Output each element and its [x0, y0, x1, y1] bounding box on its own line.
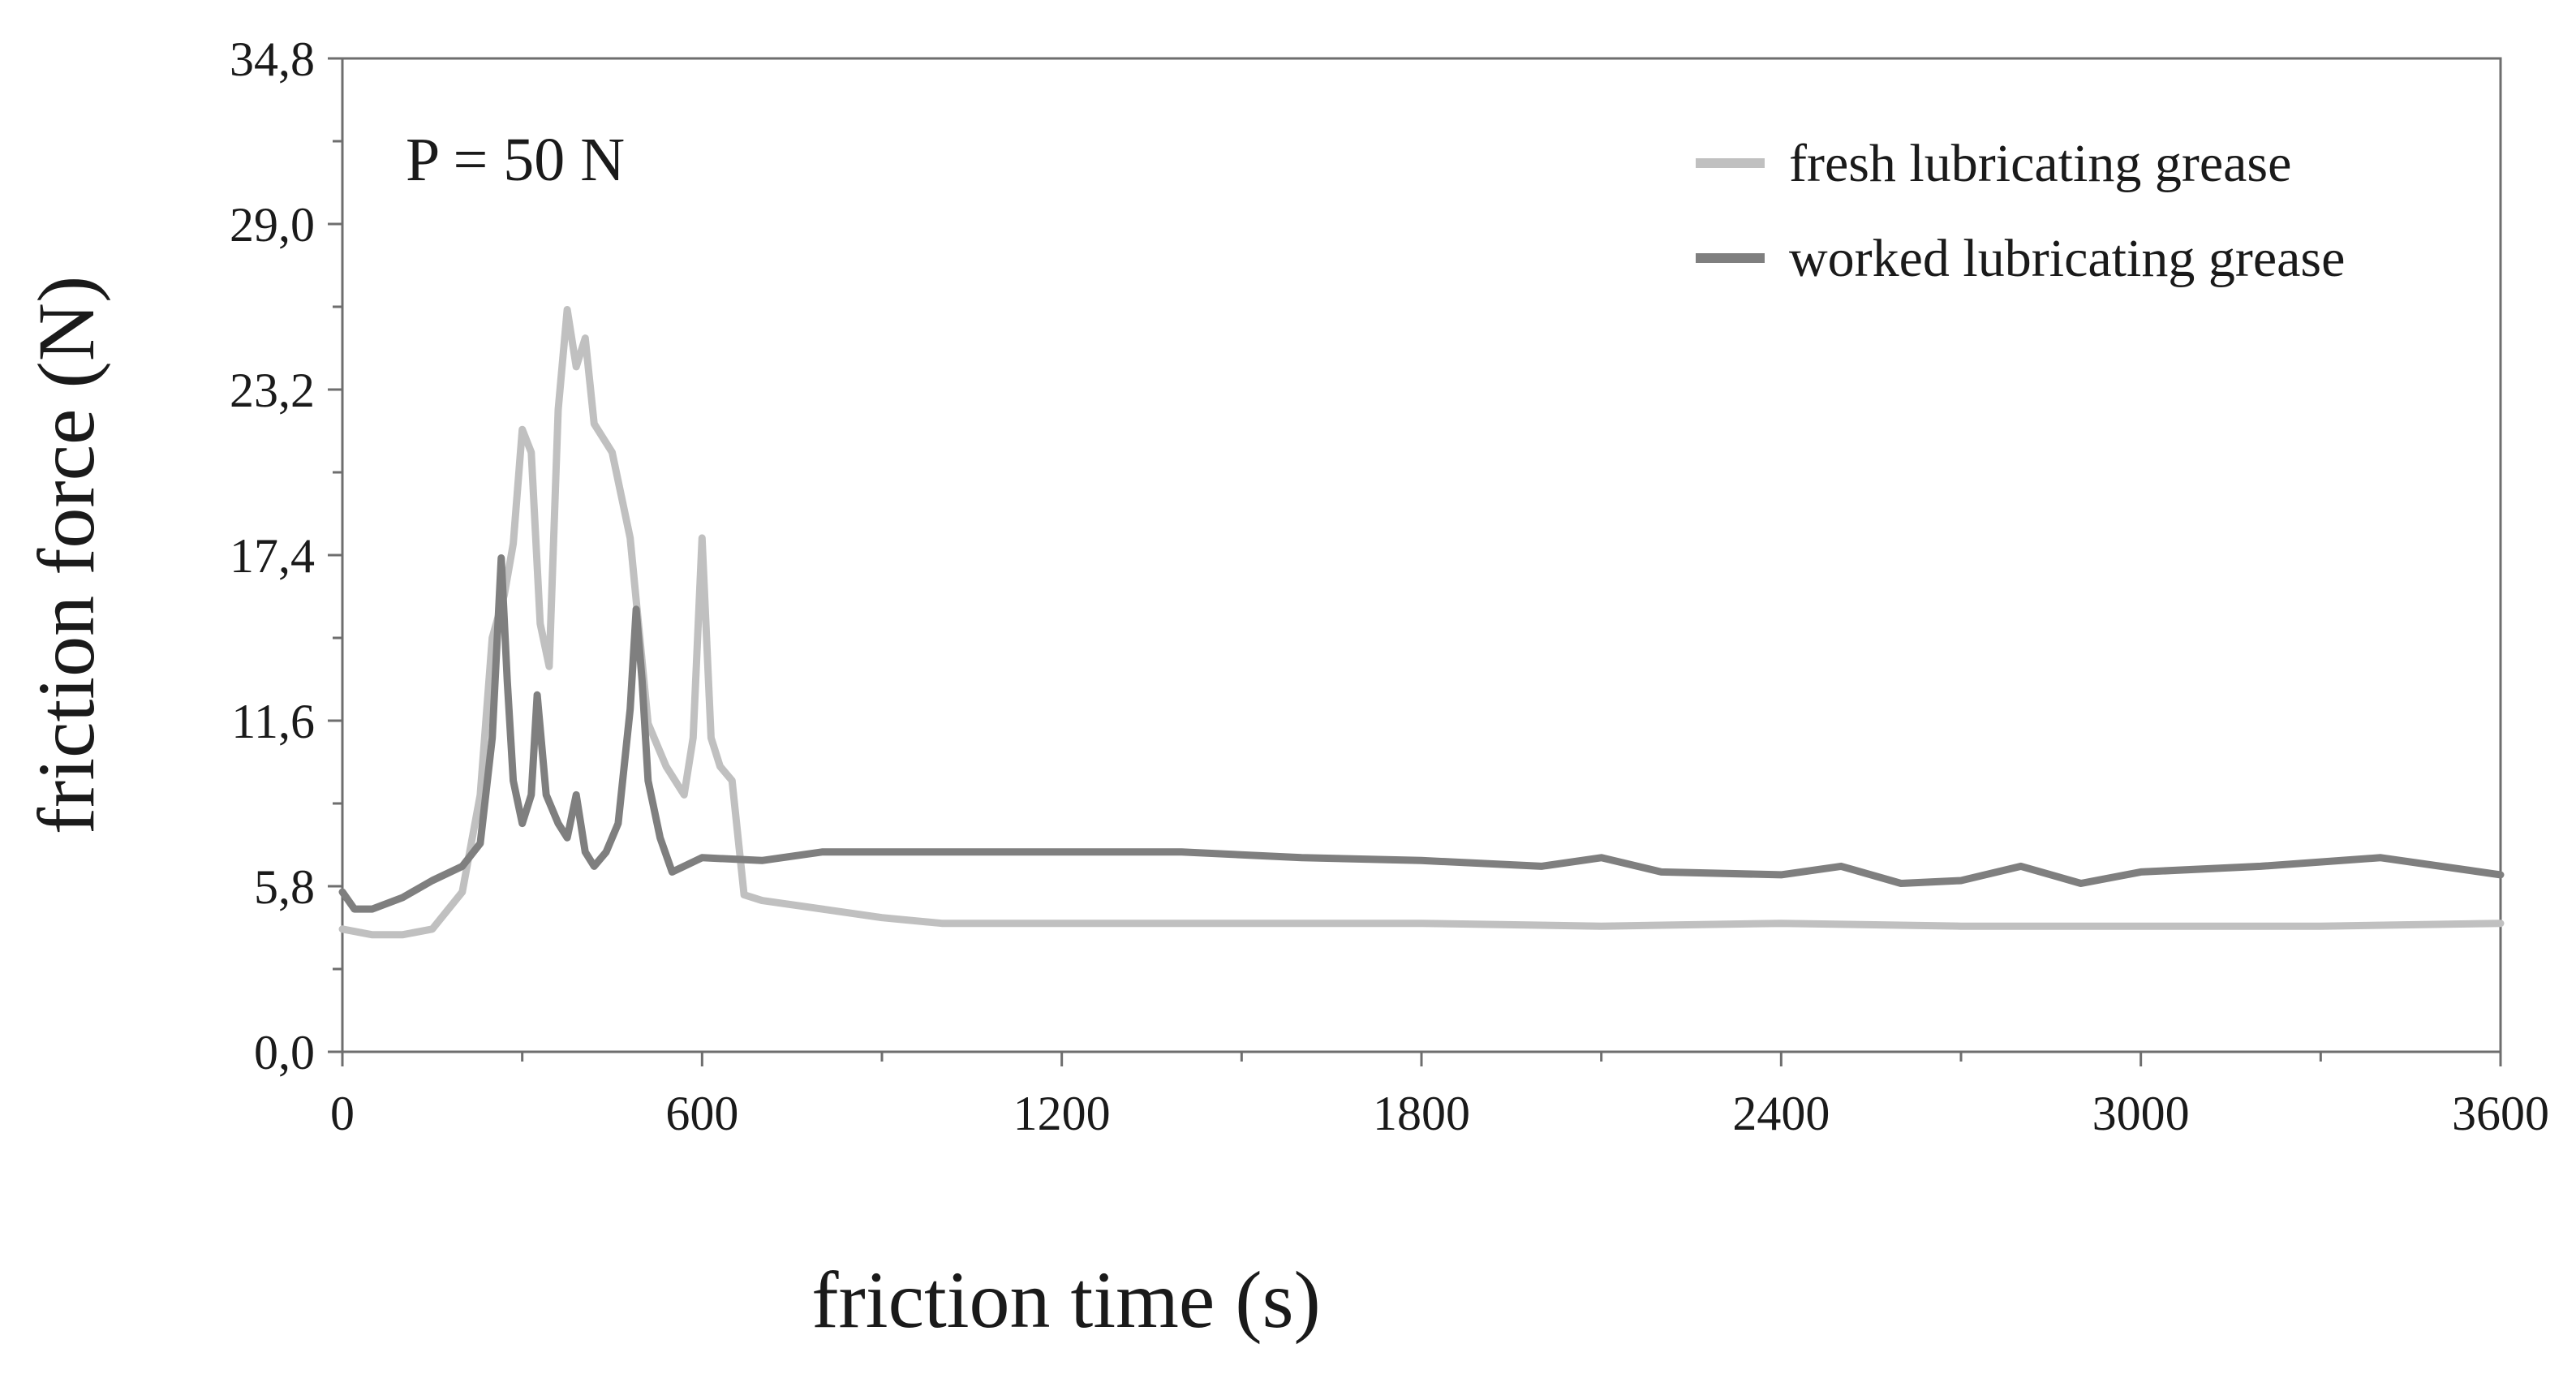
y-axis-ticks: 0,0 5,8 11,6 17,4 23,2 29,0 34,8: [230, 32, 342, 1079]
y-axis-title: friction force (N): [21, 276, 111, 835]
series-line-worked-lubricating-grease: [338, 554, 2505, 913]
y-tick-label-29-0: 29,0: [230, 198, 315, 252]
x-axis-title: friction time (s): [811, 1255, 1321, 1345]
series-layer: [338, 306, 2505, 939]
plot-area-frame: [341, 57, 2502, 1053]
y-tick-label-23-2: 23,2: [230, 364, 315, 417]
x-axis-ticks: 0 600 1200 1800 2400 3000 3600: [330, 1052, 2549, 1140]
x-tick-label-1800: 1800: [1373, 1087, 1470, 1140]
y-tick-label-5-8: 5,8: [254, 860, 315, 914]
load-annotation: P = 50 N: [406, 126, 625, 194]
y-minor-ticks: [333, 140, 342, 971]
x-tick-label-1200: 1200: [1013, 1087, 1111, 1140]
legend-label-worked-lubricating-grease: worked lubricating grease: [1789, 229, 2345, 288]
y-tick-label-34-8: 34,8: [230, 32, 315, 86]
x-tick-label-600: 600: [665, 1087, 738, 1140]
x-tick-label-0: 0: [330, 1087, 355, 1140]
legend-label-fresh-lubricating-grease: fresh lubricating grease: [1789, 134, 2291, 193]
x-tick-label-3000: 3000: [2092, 1087, 2190, 1140]
y-tick-label-17-4: 17,4: [230, 529, 315, 583]
y-tick-label-0-0: 0,0: [254, 1026, 315, 1079]
legend: fresh lubricating grease worked lubricat…: [1696, 134, 2345, 288]
x-tick-label-2400: 2400: [1732, 1087, 1830, 1140]
y-tick-label-11-6: 11,6: [231, 695, 315, 748]
series-line-fresh-lubricating-grease: [338, 306, 2505, 939]
x-minor-ticks: [521, 1052, 2322, 1062]
x-tick-label-3600: 3600: [2452, 1087, 2549, 1140]
